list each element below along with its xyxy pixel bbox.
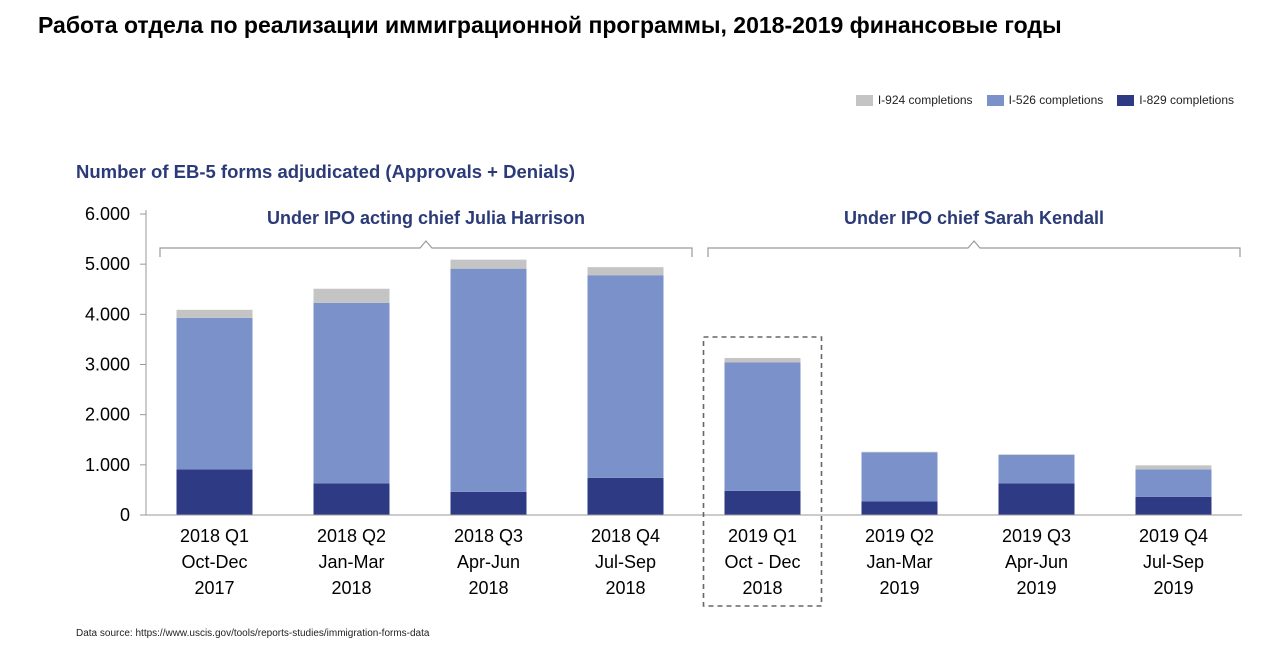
bar-segment-i-829-completions	[861, 501, 938, 515]
y-tick-label: 1.000	[85, 455, 130, 475]
x-category-label: 2018 Q3	[454, 526, 523, 546]
x-category-label: 2018	[468, 578, 508, 598]
x-category-label: 2018	[331, 578, 371, 598]
x-category-label: 2019	[879, 578, 919, 598]
bar-segment-i-829-completions	[176, 469, 253, 515]
bar-segment-i-526-completions	[1135, 469, 1212, 497]
bar-segment-i-526-completions	[176, 317, 253, 470]
y-tick-label: 3.000	[85, 355, 130, 375]
x-category-label: Jul-Sep	[1143, 552, 1204, 572]
legend-item-i924: I-924 completions	[855, 93, 973, 107]
bar-segment-i-526-completions	[861, 452, 938, 502]
bar-segment-i-924-completions	[313, 288, 390, 303]
x-category-label: Oct - Dec	[724, 552, 800, 572]
bar-segment-i-924-completions	[450, 259, 527, 269]
y-tick-label: 2.000	[85, 405, 130, 425]
bar-segment-i-829-completions	[450, 491, 527, 515]
bar-segment-i-924-completions	[861, 451, 938, 453]
chart-legend: I-924 completions I-526 completions I-82…	[855, 93, 1234, 107]
x-category-label: 2018 Q4	[591, 526, 660, 546]
bar-segment-i-526-completions	[724, 362, 801, 491]
x-category-label: 2019 Q3	[1002, 526, 1071, 546]
bar-segment-i-829-completions	[313, 483, 390, 515]
legend-label-i924: I-924 completions	[877, 93, 973, 107]
x-category-label: 2019 Q4	[1139, 526, 1208, 546]
bar-segment-i-526-completions	[587, 275, 664, 478]
page-title: Работа отдела по реализации иммиграционн…	[38, 12, 1062, 38]
x-category-label: 2019	[1153, 578, 1193, 598]
y-tick-label: 6.000	[85, 204, 130, 224]
x-category-label: Oct-Dec	[181, 552, 247, 572]
y-tick-label: 5.000	[85, 254, 130, 274]
y-tick-label: 4.000	[85, 304, 130, 324]
bar-segment-i-924-completions	[176, 309, 253, 318]
legend-item-i526: I-526 completions	[986, 93, 1104, 107]
bar-segment-i-526-completions	[313, 302, 390, 484]
annotation-label: Under IPO chief Sarah Kendall	[844, 208, 1104, 228]
x-category-label: 2019 Q2	[865, 526, 934, 546]
bar-segment-i-526-completions	[450, 268, 527, 492]
x-category-label: 2019 Q1	[728, 526, 797, 546]
bar-segment-i-829-completions	[724, 490, 801, 515]
x-category-label: 2019	[1016, 578, 1056, 598]
annotation-bracket	[707, 240, 1241, 257]
x-category-label: Apr-Jun	[1005, 552, 1068, 572]
legend-swatch-i526	[986, 94, 1004, 106]
bar-segment-i-829-completions	[998, 483, 1075, 515]
bar-segment-i-924-completions	[998, 454, 1075, 455]
bar-segment-i-829-completions	[587, 477, 664, 515]
bar-segment-i-924-completions	[1135, 465, 1212, 470]
legend-swatch-i924	[855, 94, 873, 106]
bar-segment-i-526-completions	[998, 454, 1075, 484]
legend-label-i829: I-829 completions	[1139, 93, 1234, 107]
bar-segment-i-924-completions	[724, 357, 801, 363]
x-category-label: Jul-Sep	[595, 552, 656, 572]
x-category-label: 2018	[605, 578, 645, 598]
x-category-label: 2018 Q2	[317, 526, 386, 546]
x-category-label: Jan-Mar	[318, 552, 384, 572]
legend-swatch-i829	[1117, 94, 1135, 106]
data-source-note: Data source: https://www.uscis.gov/tools…	[76, 628, 430, 639]
highlight-box	[702, 336, 823, 607]
x-category-label: Apr-Jun	[457, 552, 520, 572]
bar-segment-i-924-completions	[587, 267, 664, 276]
legend-label-i526: I-526 completions	[1008, 93, 1104, 107]
y-tick-label: 0	[120, 505, 130, 525]
chart-title: Number of EB-5 forms adjudicated (Approv…	[76, 161, 576, 182]
x-category-label: 2018 Q1	[180, 526, 249, 546]
annotation-label: Under IPO acting chief Julia Harrison	[267, 208, 585, 228]
legend-item-i829: I-829 completions	[1117, 93, 1234, 107]
x-category-label: Jan-Mar	[866, 552, 932, 572]
x-category-label: 2017	[194, 578, 234, 598]
annotation-bracket	[159, 240, 693, 257]
bar-segment-i-829-completions	[1135, 496, 1212, 515]
x-category-label: 2018	[742, 578, 782, 598]
